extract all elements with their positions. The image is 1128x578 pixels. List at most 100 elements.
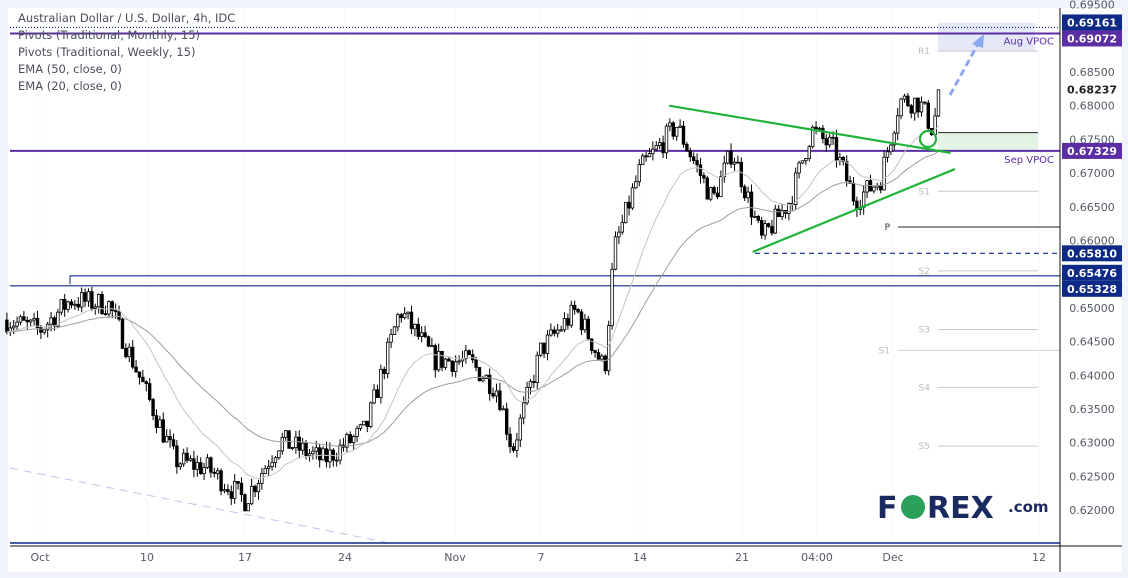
candle [552, 326, 556, 337]
candle [610, 262, 614, 330]
candle [691, 152, 696, 165]
candle-body [232, 481, 237, 499]
candle [661, 135, 665, 159]
candle-body [770, 226, 774, 234]
candle-body [902, 95, 907, 100]
price-badge [1062, 264, 1122, 281]
candle-body [610, 268, 614, 327]
candle [443, 357, 448, 370]
candle-body [351, 436, 356, 443]
candle-body [402, 313, 407, 319]
candle [266, 460, 271, 477]
candle [923, 101, 927, 106]
candle [158, 415, 162, 428]
indicator-ema-20[interactable]: EMA (20, close, 0) [18, 79, 122, 93]
candle [746, 186, 750, 203]
candle [283, 430, 288, 441]
indicator-weekly-pivots[interactable]: Pivots (Traditional, Weekly, 15) [18, 45, 196, 59]
candle-body [525, 386, 529, 404]
candle-body [824, 138, 828, 146]
candle-body [396, 314, 400, 328]
candle-body [273, 457, 278, 464]
candle-body [634, 181, 638, 189]
candle-body [895, 115, 900, 134]
candle [256, 479, 261, 500]
candle [933, 108, 937, 136]
weekly-pivot-label: S2 [919, 267, 930, 277]
candle-body [885, 151, 890, 158]
logo-o-icon [901, 495, 925, 519]
candle [297, 430, 301, 459]
candle-body [246, 503, 250, 512]
candle [688, 147, 692, 162]
candle [936, 89, 941, 117]
candle [117, 305, 121, 322]
candle-body [600, 355, 604, 360]
price-badge-label: 0.68237 [1067, 84, 1117, 97]
arrow-head-icon [972, 34, 984, 48]
candle [824, 134, 828, 152]
candle [294, 430, 298, 454]
candle [926, 100, 930, 132]
candle [334, 452, 339, 467]
candle [783, 209, 788, 219]
candle-body [674, 126, 679, 137]
candle [402, 307, 407, 320]
indicator-ema-50[interactable]: EMA (50, close, 0) [18, 62, 122, 76]
candle-body [923, 101, 927, 104]
candle-body [739, 161, 743, 188]
candle-body [215, 470, 220, 474]
candle [270, 455, 274, 471]
candle-body [620, 222, 624, 233]
candle-body [328, 449, 332, 463]
candle [583, 313, 587, 333]
candle [644, 151, 648, 162]
candle-body [504, 408, 509, 435]
price-badge [1062, 142, 1122, 159]
candle-body [936, 89, 941, 117]
candle-body [266, 466, 271, 469]
candle [671, 120, 675, 140]
candle-body [698, 164, 703, 176]
candle-body [86, 291, 91, 302]
candle-body [22, 316, 26, 321]
candle [392, 326, 397, 335]
candle-body [464, 350, 468, 360]
candle-body [59, 298, 63, 313]
candle-body [69, 301, 74, 306]
candle-body [776, 208, 781, 218]
candle [657, 138, 662, 150]
candle-body [589, 338, 594, 351]
candle-body [399, 314, 403, 319]
candle-body [372, 389, 376, 404]
candle [426, 335, 431, 348]
candle [487, 368, 492, 401]
candle [100, 291, 104, 315]
y-tick-label: 0.62500 [1069, 470, 1115, 483]
indicator-monthly-pivots[interactable]: Pivots (Traditional, Monthly, 15) [18, 28, 201, 42]
candle-body [912, 97, 917, 114]
chart-frame[interactable] [8, 8, 1122, 572]
candle-body [365, 420, 369, 427]
candle-body [841, 157, 845, 163]
candle-body [134, 366, 138, 373]
candle-body [596, 352, 601, 360]
candle-body [702, 175, 706, 179]
y-tick-label: 0.65000 [1069, 302, 1115, 315]
candle [351, 434, 356, 450]
candle-body [219, 470, 223, 492]
candle-body [195, 462, 199, 470]
y-tick-label: 0.67000 [1069, 167, 1115, 180]
candle [739, 157, 743, 193]
price-badge-label: 0.65328 [1067, 283, 1117, 296]
candle-body [521, 402, 526, 419]
candle-body [518, 417, 522, 441]
candle [668, 118, 672, 132]
candle [793, 167, 798, 211]
candle [885, 147, 890, 163]
candle-body [280, 436, 284, 452]
price-badge [1062, 81, 1122, 98]
candle-body [542, 342, 546, 354]
candle [613, 231, 618, 271]
